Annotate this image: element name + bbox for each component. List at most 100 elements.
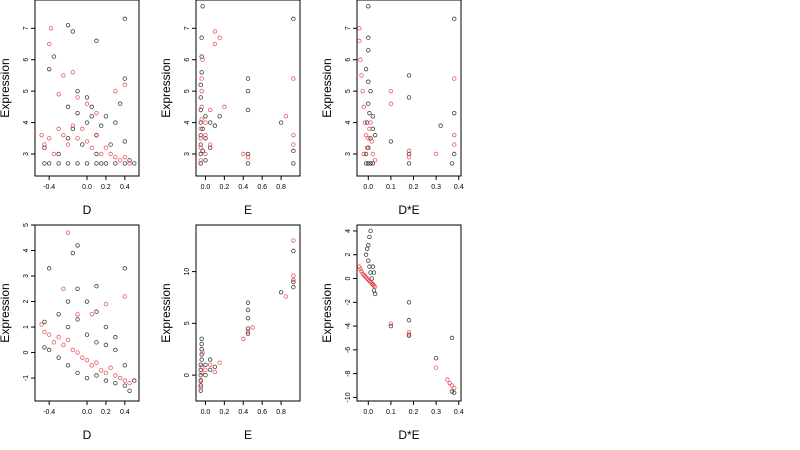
data-point — [75, 88, 80, 94]
data-point — [366, 4, 371, 9]
scatter-panel-1: -0.4 0.0 0.2 0.4 3 4 5 6 7 D Expression — [0, 0, 140, 217]
x-axis-label: E — [244, 203, 252, 217]
y-tick-label: 10 — [184, 268, 191, 276]
data-point — [278, 290, 284, 295]
data-point — [278, 120, 284, 125]
data-point — [445, 377, 450, 382]
series-red — [39, 26, 132, 166]
data-point — [198, 95, 203, 100]
data-point — [366, 161, 371, 166]
y-axis-label: Expression — [0, 283, 12, 342]
scatter-panel-6: 0.0 0.1 0.2 0.3 0.4 -10 -8 -6 -4 -2 0 2 4 D*E Expressi… — [320, 224, 464, 442]
data-point — [250, 325, 255, 330]
data-point — [357, 38, 362, 44]
data-point — [75, 286, 80, 291]
data-point — [245, 161, 251, 166]
data-point — [207, 107, 213, 113]
data-point — [199, 70, 204, 75]
data-point — [98, 368, 104, 373]
data-point — [103, 301, 109, 307]
data-point — [361, 151, 366, 157]
data-point — [245, 307, 251, 313]
data-point — [241, 336, 246, 342]
data-point — [452, 151, 457, 157]
series-red — [39, 230, 132, 386]
data-point — [199, 341, 204, 347]
y-tick-label: 5 — [184, 321, 191, 325]
data-point — [80, 142, 85, 147]
data-point — [198, 372, 203, 378]
y-tick-label: -2 — [345, 299, 352, 305]
data-point — [84, 332, 90, 337]
data-point — [75, 312, 80, 317]
data-point — [207, 357, 213, 362]
data-point — [291, 238, 296, 243]
data-point — [113, 347, 118, 353]
y-tick-label: 3 — [23, 152, 30, 156]
y-tick-label: 5 — [23, 223, 30, 227]
data-point — [291, 142, 296, 147]
data-point — [122, 363, 128, 368]
data-point — [291, 16, 296, 22]
data-point — [372, 284, 378, 290]
data-point — [51, 340, 57, 345]
data-point — [370, 161, 376, 166]
data-point — [65, 142, 71, 147]
y-tick-label: 1 — [23, 325, 30, 329]
data-point — [113, 373, 118, 378]
data-point — [372, 291, 378, 297]
data-point — [46, 66, 52, 72]
data-point — [89, 145, 94, 150]
data-point — [406, 154, 412, 160]
data-point — [364, 276, 370, 281]
data-point — [84, 120, 90, 125]
data-point — [449, 383, 455, 388]
x-tick-label: 0.4 — [238, 184, 248, 191]
data-point — [198, 82, 203, 88]
data-point — [198, 151, 203, 157]
data-point — [51, 151, 57, 157]
x-tick-label: 0.0 — [363, 409, 373, 416]
x-tick-label: 0.4 — [454, 409, 464, 416]
data-point — [366, 79, 371, 84]
data-point — [75, 350, 80, 355]
data-point — [283, 294, 289, 299]
data-point — [203, 120, 208, 125]
data-point — [75, 136, 80, 141]
data-point — [65, 104, 71, 110]
data-point — [217, 35, 222, 40]
y-tick-label: 3 — [184, 152, 191, 156]
data-point — [103, 378, 109, 383]
data-point — [113, 120, 118, 125]
data-point — [357, 26, 362, 31]
data-point — [370, 151, 376, 157]
x-tick-label: 0.8 — [276, 409, 286, 416]
data-point — [122, 16, 128, 22]
data-point — [370, 114, 376, 119]
data-point — [127, 380, 132, 386]
x-tick-label: 0.1 — [386, 409, 396, 416]
data-point — [366, 243, 371, 248]
y-tick-label: -8 — [345, 370, 352, 376]
data-point — [117, 101, 123, 106]
x-tick-label: 0.4 — [120, 184, 130, 191]
data-point — [449, 389, 455, 394]
data-point — [122, 139, 128, 144]
data-point — [203, 158, 208, 163]
plot-frame — [356, 0, 462, 177]
data-point — [113, 161, 118, 166]
data-point — [75, 243, 80, 248]
series-red — [357, 264, 457, 391]
data-point — [198, 142, 203, 147]
data-point — [368, 88, 373, 94]
data-point — [291, 273, 296, 278]
data-point — [42, 345, 47, 350]
data-point — [94, 340, 99, 345]
plot-frame — [34, 224, 140, 402]
data-point — [84, 95, 90, 100]
data-point — [127, 161, 132, 166]
data-point — [65, 22, 71, 28]
data-point — [357, 264, 362, 269]
y-tick-label: 6 — [184, 58, 191, 62]
data-point — [360, 88, 365, 94]
